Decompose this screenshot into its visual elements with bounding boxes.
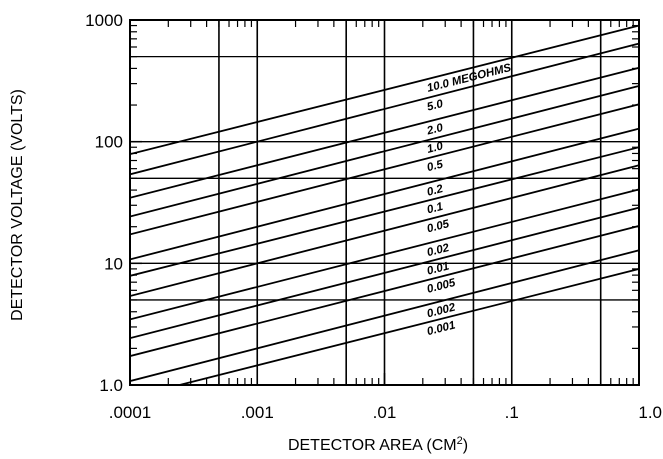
- y-tick-label: 10: [104, 254, 123, 273]
- curve-label: 0.5: [426, 158, 445, 174]
- series-line: [130, 24, 639, 156]
- series-line: [130, 188, 639, 321]
- x-tick-label: .0001: [109, 403, 152, 422]
- series-line: [175, 268, 639, 385]
- series-line: [130, 249, 639, 382]
- x-tick-label: .01: [373, 403, 397, 422]
- x-axis-title-main: DETECTOR AREA (CM: [288, 437, 457, 454]
- series-line: [130, 85, 639, 218]
- grid-layer: [130, 20, 639, 385]
- curve-label: 0.2: [426, 183, 445, 199]
- y-tick-label: 1.0: [99, 376, 123, 395]
- series-line: [130, 42, 639, 176]
- series-line: [130, 146, 639, 277]
- series-line: [130, 225, 639, 357]
- series-layer: [130, 24, 639, 385]
- x-axis-title: DETECTOR AREA (CM2): [288, 435, 468, 454]
- y-tick-label: 100: [95, 133, 123, 152]
- series-line: [130, 66, 639, 199]
- series-line: [130, 206, 639, 340]
- x-axis-title-superscript: 2: [457, 435, 463, 447]
- curve-label: 0.05: [426, 218, 451, 235]
- tick-label-layer: .0001 .001 .01 .1 1.0 1.0 10 100 1000: [85, 11, 662, 422]
- curve-label: 5.0: [426, 98, 445, 114]
- x-tick-label: .001: [241, 403, 274, 422]
- x-tick-label: 1.0: [638, 403, 662, 422]
- plot-frame: [129, 19, 640, 386]
- curve-label: 1.0: [426, 140, 445, 156]
- curve-label: 0.01: [426, 260, 451, 277]
- curve-label: 0.1: [426, 201, 444, 217]
- curve-label: 10.0 MEGOHMS: [426, 62, 513, 95]
- series-line: [130, 103, 639, 236]
- y-tick-label: 1000: [85, 11, 123, 30]
- series-line: [130, 164, 639, 297]
- curve-label: 2.0: [425, 122, 445, 138]
- x-tick-label: .1: [505, 403, 519, 422]
- y-axis-title: DETECTOR VOLTAGE (VOLTS): [9, 89, 26, 321]
- series-line: [130, 127, 639, 261]
- x-axis-title-suffix: ): [463, 437, 468, 454]
- curve-label: 0.02: [426, 242, 451, 259]
